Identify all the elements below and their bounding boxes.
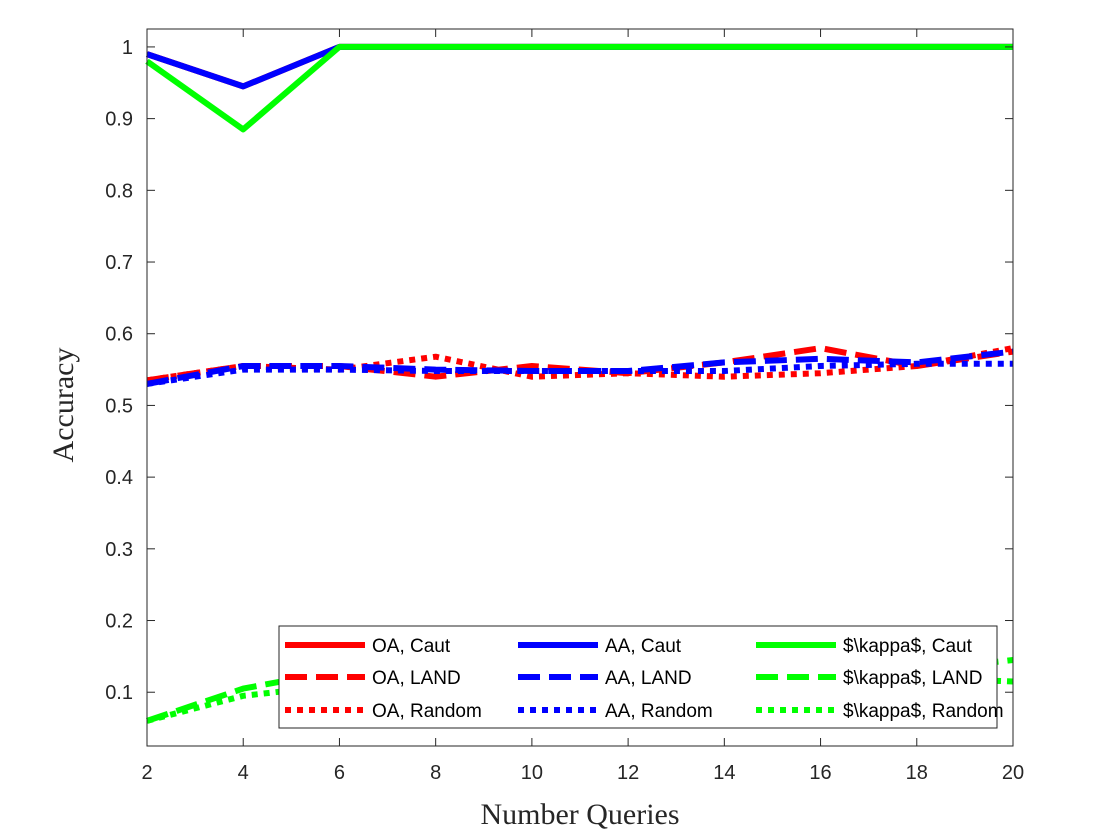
y-axis: 0.1 0.2 0.3 0.4 0.5 0.6 0.7 0.8 0.9 1 <box>105 37 1013 704</box>
x-tick-label: 12 <box>617 762 639 784</box>
legend-label: $\kappa$, Caut <box>843 636 973 657</box>
legend-label: AA, Random <box>605 701 713 722</box>
legend-label: $\kappa$, LAND <box>843 668 982 689</box>
legend-label: AA, LAND <box>605 668 692 689</box>
y-tick-label: 0.9 <box>105 109 133 131</box>
legend-box <box>278 625 998 729</box>
legend-label: OA, Caut <box>372 636 451 657</box>
x-axis: 2 4 6 8 10 12 14 16 18 20 <box>141 29 1024 784</box>
x-tick-label: 6 <box>334 762 345 784</box>
series-line-aa-random <box>146 360 1013 387</box>
x-tick-label: 8 <box>430 762 441 784</box>
x-tick-label: 4 <box>238 762 249 784</box>
series-line-kappa-caut <box>145 43 1013 133</box>
x-tick-label: 2 <box>141 762 152 784</box>
x-tick-label: 16 <box>809 762 831 784</box>
legend: OA, Caut OA, LAND OA, Random AA, Caut AA, LA… <box>278 625 1004 729</box>
x-tick-label: 20 <box>1002 762 1024 784</box>
y-tick-label: 0.6 <box>105 324 133 346</box>
y-tick-label: 0.1 <box>105 682 133 704</box>
x-tick-label: 10 <box>521 762 543 784</box>
y-tick-label: 0.3 <box>105 539 133 561</box>
y-tick-label: 1 <box>122 37 133 59</box>
y-tick-label: 0.2 <box>105 611 133 633</box>
legend-label: OA, Random <box>372 701 482 722</box>
legend-label: AA, Caut <box>605 636 682 657</box>
x-tick-label: 14 <box>713 762 735 784</box>
y-tick-label: 0.4 <box>105 467 133 489</box>
x-tick-label: 18 <box>906 762 928 784</box>
y-tick-label: 0.5 <box>105 395 133 417</box>
y-tick-label: 0.7 <box>105 252 133 274</box>
x-axis-label: Number Queries <box>480 798 679 831</box>
legend-label: $\kappa$, Random <box>843 701 1004 722</box>
legend-label: OA, LAND <box>372 668 461 689</box>
y-tick-label: 0.8 <box>105 180 133 202</box>
y-axis-label: Accuracy <box>47 348 80 463</box>
axes-box <box>146 28 1014 747</box>
